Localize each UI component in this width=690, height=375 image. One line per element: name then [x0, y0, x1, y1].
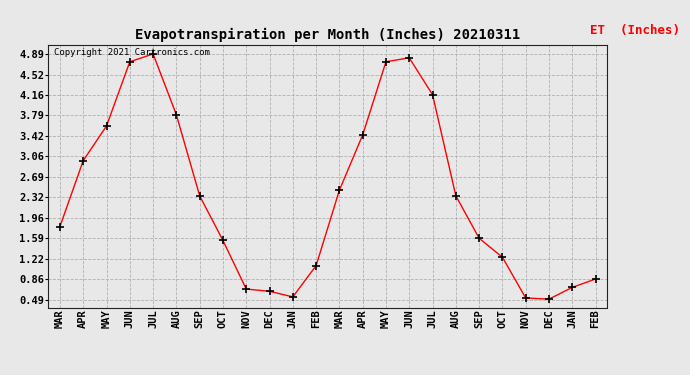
Point — [566, 284, 578, 290]
Point — [473, 235, 484, 241]
Point — [310, 262, 322, 268]
Point — [590, 276, 601, 282]
Point — [171, 112, 182, 118]
Title: Evapotranspiration per Month (Inches) 20210311: Evapotranspiration per Month (Inches) 20… — [135, 28, 520, 42]
Point — [55, 224, 66, 230]
Point — [380, 59, 391, 65]
Point — [241, 286, 252, 292]
Text: ET  (Inches): ET (Inches) — [590, 24, 680, 38]
Point — [357, 132, 368, 138]
Point — [217, 237, 228, 243]
Point — [451, 193, 462, 199]
Point — [287, 294, 298, 300]
Point — [124, 59, 135, 65]
Text: Copyright 2021 Cartronics.com: Copyright 2021 Cartronics.com — [54, 48, 210, 57]
Point — [544, 296, 555, 302]
Point — [264, 288, 275, 294]
Point — [520, 295, 531, 301]
Point — [427, 92, 438, 98]
Point — [101, 123, 112, 129]
Point — [497, 254, 508, 260]
Point — [194, 193, 205, 199]
Point — [404, 55, 415, 61]
Point — [148, 51, 159, 57]
Point — [334, 187, 345, 193]
Point — [78, 158, 89, 164]
